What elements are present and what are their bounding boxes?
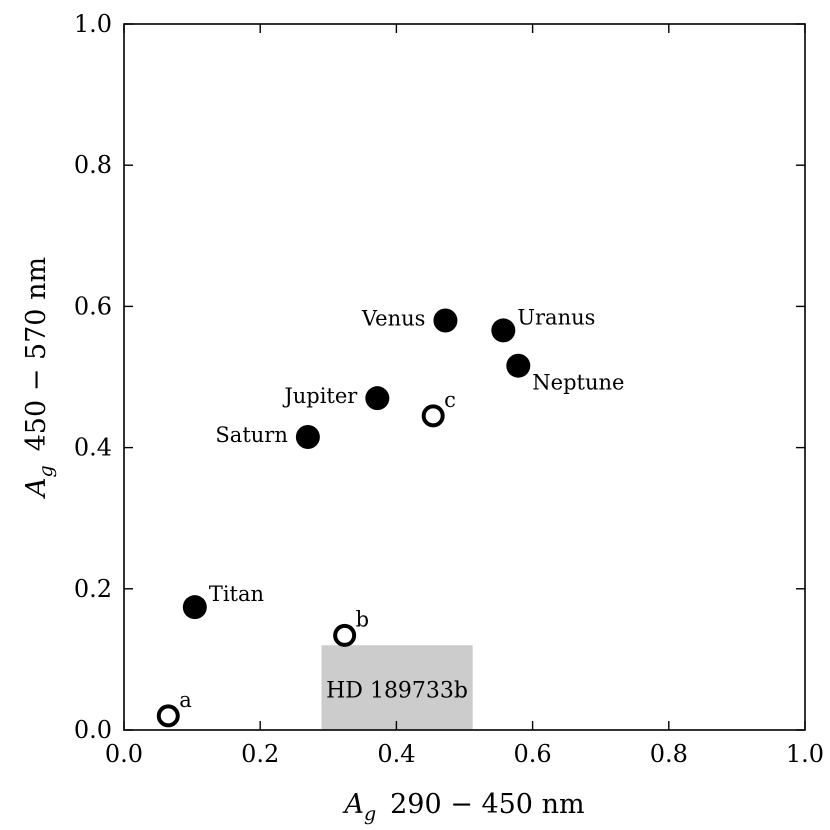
points-layer <box>156 308 531 728</box>
y-axis-title: Ag450 − 570 nm <box>21 257 57 500</box>
axis-titles-layer: Ag 290 − 450 nm Ag450 − 570 nm <box>21 257 585 825</box>
point-label-jupiter: Jupiter <box>282 384 358 408</box>
point-a <box>156 704 180 728</box>
plot-frame <box>123 23 806 731</box>
region-hd189733b <box>321 645 473 730</box>
point-label-b: b <box>356 607 369 631</box>
point-neptune <box>506 353 531 378</box>
point-titan <box>182 595 207 620</box>
point-saturn <box>295 425 320 450</box>
point-label-a: a <box>179 688 192 712</box>
point-label-neptune: Neptune <box>532 371 624 395</box>
point-label-saturn: Saturn <box>215 423 287 447</box>
point-label-c: c <box>444 388 456 412</box>
y-tick-label: 0.4 <box>74 434 112 462</box>
point-uranus <box>491 318 516 343</box>
x-tick-label: 0.4 <box>377 740 415 768</box>
x-tick-label: 0.2 <box>241 740 279 768</box>
point-venus <box>433 308 458 333</box>
labels-layer: Venus Uranus Neptune Jupiter Saturn Titan a b c <box>179 305 624 711</box>
point-b <box>333 623 357 647</box>
svg-text:Ag450 − 570 nm: Ag450 − 570 nm <box>21 257 57 500</box>
y-tick-label: 0.8 <box>74 151 112 179</box>
region-label: HD 189733b <box>326 678 468 703</box>
point-label-titan: Titan <box>209 582 264 606</box>
x-axis-title: Ag 290 − 450 nm <box>341 789 584 825</box>
regions-layer: HD 189733b <box>321 645 473 730</box>
x-tick-label: 0.0 <box>105 740 143 768</box>
x-tick-label: 1.0 <box>786 740 824 768</box>
point-label-uranus: Uranus <box>517 305 595 329</box>
y-tick-label: 0.6 <box>74 292 112 320</box>
x-tick-label: 0.8 <box>650 740 688 768</box>
point-jupiter <box>365 386 390 411</box>
point-c <box>421 404 445 428</box>
point-label-venus: Venus <box>361 307 426 331</box>
y-tick-label: 0.2 <box>74 575 112 603</box>
x-tick-label: 0.6 <box>514 740 552 768</box>
y-tick-label: 0.0 <box>74 716 112 744</box>
y-tick-label: 1.0 <box>74 10 112 38</box>
ticks-layer: 0.0 0.2 0.4 0.6 0.8 1.0 0.0 0.2 0.4 0.6 0.8 1.0 <box>74 10 824 768</box>
